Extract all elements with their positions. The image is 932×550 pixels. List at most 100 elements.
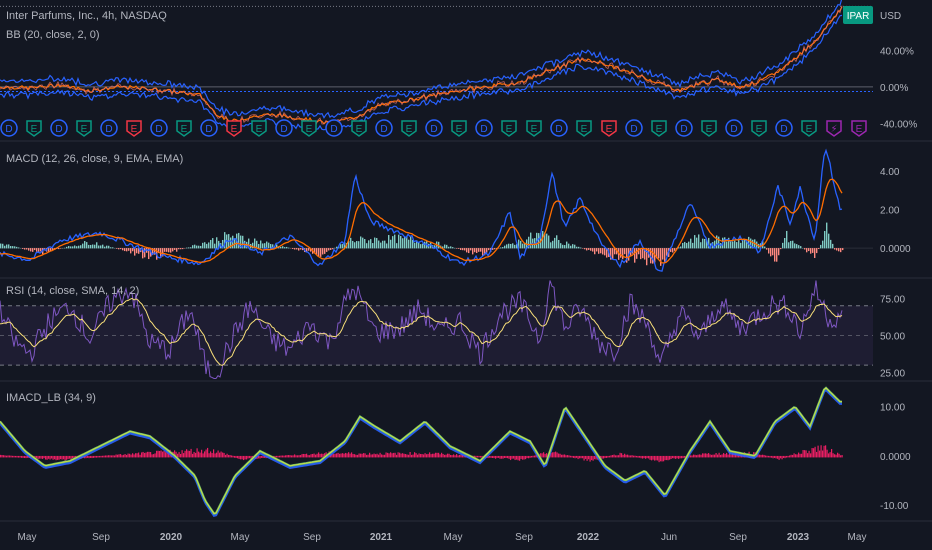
macd-histogram-bar [780, 248, 782, 250]
imacd-histogram-bar [301, 453, 303, 458]
imacd-histogram-bar [834, 454, 836, 458]
imacd-histogram-bar [378, 454, 380, 458]
imacd-histogram-bar [435, 452, 437, 458]
macd-histogram-bar [604, 248, 606, 256]
imacd-histogram-bar [367, 454, 369, 458]
imacd-histogram-bar [45, 455, 47, 460]
dividend-icon [475, 119, 493, 137]
imacd-histogram-bar [58, 455, 60, 460]
macd-histogram-bar [240, 235, 242, 249]
earnings-icon [76, 120, 92, 137]
macd-histogram-bar [162, 248, 164, 257]
macd-histogram-bar [284, 247, 286, 249]
macd-histogram-bar [166, 248, 168, 252]
imacd-histogram-bar [6, 455, 8, 458]
macd-histogram-bar [800, 246, 802, 249]
imacd-histogram-bar [228, 454, 230, 458]
imacd-histogram-bar [138, 452, 140, 458]
earnings-icon [801, 120, 817, 137]
macd-histogram-bar [686, 242, 688, 249]
macd-histogram-bar [840, 248, 842, 253]
macd-histogram-bar [568, 243, 570, 249]
imacd-histogram-bar [642, 455, 644, 459]
imacd-histogram-bar [394, 452, 396, 458]
imacd-histogram-bar [651, 455, 653, 461]
imacd-histogram-bar [55, 455, 57, 461]
imacd-histogram-bar [667, 455, 669, 461]
imacd-histogram-bar [114, 455, 116, 458]
macd-histogram-bar [618, 248, 620, 260]
macd-histogram-bar [192, 245, 194, 249]
event-marker-dividend: D [725, 119, 743, 137]
imacd-histogram-bar [762, 454, 764, 458]
imacd-histogram-bar [40, 455, 42, 459]
imacd-histogram-bar [207, 447, 209, 458]
imacd-histogram-bar [535, 454, 537, 458]
rsi-ma-line [0, 297, 843, 366]
macd-histogram-bar [298, 248, 300, 251]
imacd-histogram-bar [826, 449, 828, 458]
macd-line [0, 148, 843, 272]
x-tick-label: 2022 [577, 532, 600, 543]
imacd-histogram-bar [126, 454, 128, 458]
macd-histogram-bar [434, 245, 436, 249]
macd-histogram-bar [28, 248, 30, 251]
macd-histogram-bar [242, 235, 244, 249]
macd-histogram-bar [564, 245, 566, 249]
imacd-histogram-bar [310, 454, 312, 458]
imacd-histogram-bar [652, 455, 654, 460]
imacd-histogram-bar [202, 453, 204, 458]
imacd-histogram-bar [190, 448, 192, 458]
event-marker-earnings: E [501, 120, 517, 137]
event-label: E [256, 124, 263, 135]
macd-histogram-bar [612, 248, 614, 259]
imacd-histogram-bar [150, 452, 152, 458]
imacd-histogram-bar [10, 455, 12, 458]
macd-histogram-bar [98, 245, 100, 249]
imacd-histogram-bar [723, 453, 725, 458]
macd-histogram-bar [750, 238, 752, 249]
imacd-histogram-bar [541, 453, 543, 458]
imacd-histogram-bar [264, 455, 266, 458]
event-label: E [856, 124, 863, 135]
imacd-histogram-bar [18, 455, 20, 458]
macd-histogram-bar [448, 246, 450, 249]
imacd-histogram-bar [250, 455, 252, 459]
imacd-histogram-bar [828, 453, 830, 458]
macd-histogram-bar [678, 247, 680, 249]
imacd-histogram-bar [633, 455, 635, 458]
imacd-histogram-bar [61, 455, 63, 460]
macd-histogram-bar [110, 247, 112, 249]
imacd-histogram-bar [511, 455, 513, 459]
imacd-histogram-bar [649, 455, 651, 460]
imacd-histogram-bar [681, 455, 683, 459]
imacd-histogram-bar [789, 455, 791, 458]
imacd-histogram-bar [91, 455, 93, 459]
macd-histogram-bar [446, 244, 448, 249]
imacd-histogram-bar [186, 449, 188, 458]
imacd-histogram-bar [390, 452, 392, 458]
event-marker-dividend: D [775, 119, 793, 137]
imacd-histogram-bar [153, 454, 155, 458]
macd-histogram-bar [76, 246, 78, 249]
macd-histogram-bar [164, 248, 166, 252]
imacd-histogram-bar [798, 452, 800, 458]
imacd-histogram-bar [810, 453, 812, 458]
imacd-histogram-bar [282, 455, 284, 458]
imacd-histogram-bar [16, 455, 18, 458]
imacd-histogram-bar [837, 452, 839, 458]
imacd-histogram-bar [111, 455, 113, 458]
imacd-histogram-bar [21, 455, 23, 458]
imacd-histogram-bar [319, 453, 321, 458]
imacd-histogram-bar [85, 455, 87, 459]
macd-histogram-bar [524, 242, 526, 249]
imacd-histogram-bar [423, 454, 425, 458]
macd-histogram-bar [170, 248, 172, 253]
macd-histogram-bar [472, 248, 474, 255]
macd-histogram-bar [22, 248, 24, 249]
macd-histogram-bar [328, 248, 330, 251]
macd-histogram-bar [196, 245, 198, 249]
macd-histogram-bar [168, 248, 170, 253]
imacd-histogram-bar [523, 455, 525, 460]
imacd-histogram-bar [375, 454, 377, 458]
